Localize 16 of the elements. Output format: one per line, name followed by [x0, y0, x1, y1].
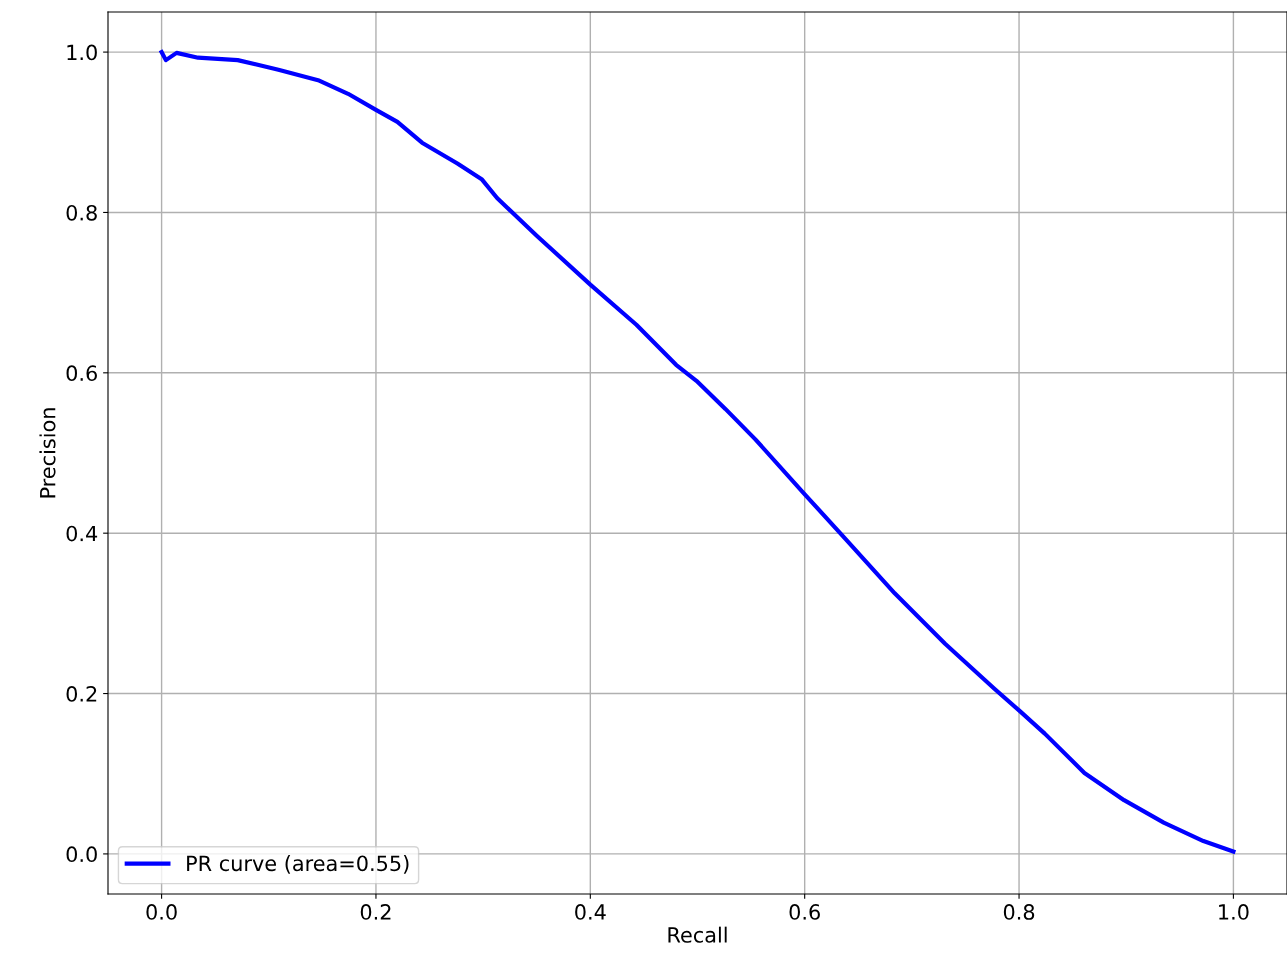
x-tick-label: 0.8: [1003, 904, 1035, 920]
y-tick-label: 0.4: [66, 525, 98, 542]
y-axis-title: Precision: [39, 408, 56, 498]
y-tick-label: 0.2: [66, 686, 97, 702]
x-tick-label: 0.4: [575, 904, 606, 920]
legend-label: PR curve (area=0.55): [187, 855, 409, 874]
y-tick-label: 0.6: [66, 365, 97, 382]
y-tick-label: 0.0: [66, 846, 97, 863]
x-axis-title: Recall: [668, 926, 727, 943]
x-tick-label: 0.2: [360, 904, 391, 920]
line-series: [159, 50, 1236, 854]
y-tick-label: 0.8: [66, 204, 97, 221]
x-tick-label: 1.0: [1219, 904, 1249, 920]
x-tick-label: 0.0: [146, 904, 177, 920]
x-tick-label: 0.6: [789, 904, 820, 920]
y-tick-label: 1.0: [67, 44, 97, 61]
